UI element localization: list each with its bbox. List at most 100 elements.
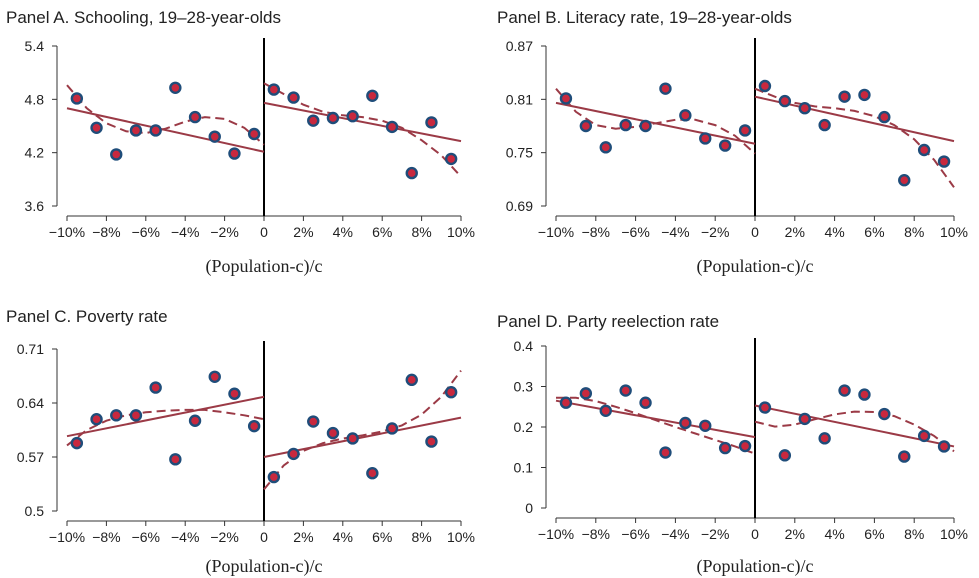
data-point — [738, 124, 752, 137]
y-tick-label: 0 — [525, 500, 533, 516]
linear-fit-left — [66, 107, 265, 153]
x-tick-label: 10% — [940, 224, 968, 240]
data-point — [878, 110, 891, 124]
linear-fit-right — [263, 101, 462, 143]
data-point — [385, 422, 399, 435]
x-axis-label: (Population-c)/c — [697, 556, 814, 577]
x-tick-label: −6% — [132, 224, 160, 240]
x-tick-label: 8% — [904, 224, 924, 240]
y-tick-label: 0.71 — [17, 341, 44, 357]
data-point — [639, 119, 652, 133]
poly-fit-left — [66, 84, 265, 146]
panel-title: Panel B. Literacy rate, 19–28-year-olds — [497, 8, 792, 27]
linear-fit-left — [66, 395, 265, 438]
x-tick-label: 0 — [260, 529, 268, 545]
x-tick-label: 2% — [785, 526, 805, 542]
data-point — [129, 409, 143, 422]
x-axis-label: (Population-c)/c — [206, 556, 323, 577]
data-point — [444, 386, 458, 399]
data-point — [287, 91, 300, 104]
data-point — [778, 449, 792, 462]
x-axis-label: (Population-c)/c — [206, 256, 323, 277]
x-tick-label: 4% — [824, 224, 844, 240]
data-point — [758, 79, 772, 93]
x-axis-label: (Population-c)/c — [697, 256, 814, 277]
x-tick-label: −6% — [621, 224, 649, 240]
data-point — [778, 94, 792, 108]
x-tick-label: −2% — [701, 224, 729, 240]
data-point — [110, 148, 123, 161]
x-tick-label: 2% — [785, 224, 805, 240]
y-tick-label: 4.8 — [25, 91, 45, 107]
x-tick-label: −8% — [92, 224, 120, 240]
panel-title: Panel C. Poverty rate — [6, 307, 168, 326]
data-point — [858, 88, 871, 102]
x-tick-label: 8% — [411, 224, 431, 240]
data-point — [679, 416, 692, 430]
panel-a: Panel A. Schooling, 19–28-year-olds 3.6 4.… — [6, 8, 475, 277]
poly-fit-right — [263, 369, 462, 491]
data-point — [838, 384, 851, 397]
data-point — [798, 102, 811, 115]
x-tick-label: 0 — [260, 224, 268, 240]
data-point — [247, 127, 261, 141]
data-point — [599, 141, 612, 154]
x-tick-label: −10% — [538, 224, 574, 240]
data-point — [366, 467, 379, 480]
data-point — [90, 121, 103, 134]
data-point — [838, 90, 851, 103]
x-tick-label: 8% — [904, 526, 924, 542]
data-point — [307, 114, 320, 127]
data-point — [149, 124, 162, 137]
data-point — [858, 388, 871, 401]
x-tick-label: −4% — [171, 529, 199, 545]
data-point — [90, 413, 103, 426]
poly-fit-right — [263, 82, 462, 178]
data-point — [110, 409, 123, 422]
x-tick-label: −6% — [132, 529, 160, 545]
x-tick-label: −4% — [661, 526, 689, 542]
panel-b: Panel B. Literacy rate, 19–28-year-olds 0… — [497, 8, 968, 277]
data-point — [878, 407, 891, 421]
y-tick-label: 0.2 — [514, 419, 534, 435]
x-tick-label: −10% — [49, 224, 85, 240]
data-point — [425, 116, 438, 129]
y-tick-label: 0.87 — [506, 38, 533, 54]
y-tick-label: 5.4 — [25, 38, 45, 54]
data-point — [149, 381, 162, 394]
data-point — [699, 419, 712, 432]
data-point — [738, 439, 752, 453]
data-point — [579, 119, 593, 133]
panel-c: Panel C. Poverty rate 0.5 0.57 0.64 0.71 −10%… — [6, 307, 475, 577]
x-tick-label: 4% — [333, 529, 353, 545]
data-point — [579, 387, 593, 400]
data-point — [267, 83, 281, 96]
x-tick-label: 6% — [864, 224, 884, 240]
x-tick-label: −2% — [701, 526, 729, 542]
y-tick-label: 0.1 — [514, 460, 534, 476]
data-point — [405, 373, 418, 387]
data-point — [267, 470, 281, 484]
x-tick-label: −8% — [582, 526, 610, 542]
poly-fit-right — [754, 410, 955, 453]
data-point — [818, 432, 831, 445]
y-tick-label: 0.69 — [506, 198, 533, 214]
panel-title: Panel D. Party reelection rate — [497, 312, 719, 331]
data-point — [659, 82, 672, 95]
x-tick-label: 0 — [751, 224, 759, 240]
data-point — [287, 447, 300, 461]
data-point — [917, 429, 931, 443]
data-point — [559, 92, 573, 105]
data-point — [619, 384, 632, 397]
x-tick-label: 8% — [411, 529, 431, 545]
data-point — [937, 155, 951, 168]
data-point — [307, 415, 320, 428]
linear-fit-left — [555, 399, 756, 439]
x-tick-label: −8% — [582, 224, 610, 240]
x-tick-label: 10% — [447, 529, 475, 545]
data-point — [898, 174, 911, 187]
x-tick-label: −6% — [621, 526, 649, 542]
x-tick-label: 10% — [447, 224, 475, 240]
poly-fit-left — [66, 408, 265, 447]
